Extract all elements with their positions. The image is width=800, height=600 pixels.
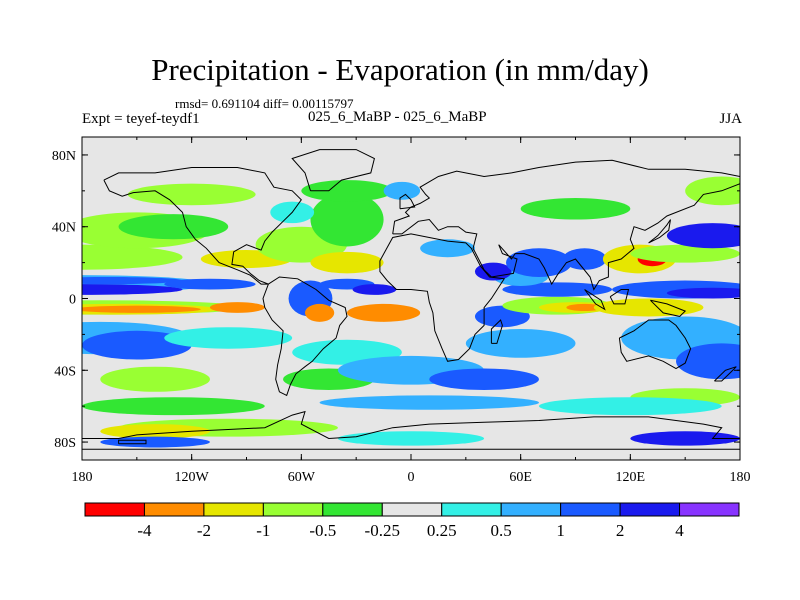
field-blob-59 [337,431,485,446]
colorbar-box-8 [560,502,621,517]
field-blob-37 [502,282,613,297]
colorbar: -4 -2 -1 -0.5 -0.25 0.25 0.5 1 2 4 [84,502,740,540]
y-tick-label-2: 0 [69,293,76,308]
chart-subtitle: 025_6_MaBP - 025_6_MaBP [308,109,487,125]
colorbar-box-3 [262,502,324,517]
colorbar-label-1: -2 [197,521,211,540]
coastlines [82,149,740,450]
x-tick-label-6: 180 [730,470,751,485]
field-blob-40 [506,248,572,277]
y-tick-label-1: 40N [52,221,76,236]
y-axis: 80N 40N 0 40S 80S [52,149,740,451]
field-blob-15 [118,214,229,240]
field-blob-62 [383,181,421,200]
colorbar-box-0 [84,502,145,517]
field-blob-36 [566,303,603,312]
field-blob-10 [82,330,192,360]
colorbar-label-7: 1 [556,521,565,540]
colorbar-label-8: 2 [616,521,625,540]
field-blob-8 [209,302,265,313]
colorbar-box-7 [500,502,562,517]
x-tick-label-5: 120E [616,470,646,485]
coastline-japan [648,219,671,244]
field-blob-3 [82,276,183,285]
field-blob-48 [666,287,740,299]
coastline-antarctica [82,410,740,450]
coastline-greenland [291,149,375,192]
coastline-new-zealand [714,366,737,382]
colorbar-label-3: -0.5 [309,521,336,540]
field-blob-42 [420,239,475,258]
colorbar-label-9: 4 [675,521,684,540]
colorbar-box-4 [322,502,383,517]
field-blob-39 [474,262,512,281]
colorbar-label-5: 0.25 [427,521,457,540]
field-blob-20 [301,180,393,202]
coastline-ross-box [118,439,147,445]
field-blob-46 [666,223,740,249]
colorbar-box-9 [619,502,681,517]
field-blob-51 [676,343,740,380]
y-tick-label-0: 80N [52,149,76,164]
field-blob-49 [593,298,704,317]
field-blob-41 [562,248,607,270]
colorbar-label-2: -1 [256,521,270,540]
colorbar-label-4: -0.25 [365,521,400,540]
field-blob-53 [319,395,539,410]
field-blob-27 [304,303,335,322]
coastline-borneo [609,289,630,305]
coastline-south-america [262,276,348,397]
y-tick-label-3: 40S [54,364,76,379]
x-tick-label-1: 120W [175,470,210,485]
field-blob-60 [520,198,631,220]
season-label: JJA [719,111,742,127]
field-blob-22 [310,251,384,274]
field-blob-24 [352,284,397,295]
colorbar-box-10 [679,502,740,517]
field-blob-61 [685,176,740,206]
colorbar-box-6 [441,502,502,517]
field-blob-4 [164,278,256,290]
field-blob-57 [100,436,210,448]
field-blob-12 [100,366,210,392]
experiment-label: Expt = teyef-teydf1 [82,111,200,127]
field-blob-21 [127,183,256,206]
field-blob-11 [164,327,293,349]
field-blob-56 [100,424,210,439]
coastline-north-america [103,167,302,285]
field-blob-25 [347,303,421,322]
field-blob-54 [538,397,722,416]
coastline-uk [399,193,416,210]
colorbar-box-1 [143,502,205,517]
coastline-madagascar [490,319,503,344]
stats-text: rmsd= 0.691104 diff= 0.00115797 [175,96,354,111]
x-tick-label-2: 60W [288,470,316,485]
coastline-eurasia [392,159,740,291]
colorbar-label-6: 0.5 [491,521,512,540]
colorbar-box-5 [381,502,443,517]
coastline-sumatra [584,289,606,311]
field-blob-31 [429,368,539,391]
coastline-new-guinea [650,299,687,317]
x-tick-label-4: 60E [509,470,532,485]
colorbar-box-2 [203,502,264,517]
field-blob-2 [82,284,183,295]
field-blob-13 [82,397,265,416]
coastline-australia [618,319,692,370]
field-blob-32 [465,329,576,358]
colorbar-label-0: -4 [137,521,152,540]
field-blob-0 [82,244,183,270]
field-blob-18 [310,192,384,247]
coastline-africa [379,233,506,362]
field-contours [82,176,740,448]
x-axis: 180 120W 60W 0 60E 120E 180 [72,137,751,485]
x-tick-label-0: 180 [72,470,93,485]
field-blob-45 [630,244,740,263]
x-tick-label-3: 0 [408,470,415,485]
chart-title: Precipitation - Evaporation (in mm/day) [151,52,649,87]
field-blob-7 [82,305,201,313]
y-tick-label-4: 80S [54,436,76,451]
field-blob-58 [630,431,740,446]
